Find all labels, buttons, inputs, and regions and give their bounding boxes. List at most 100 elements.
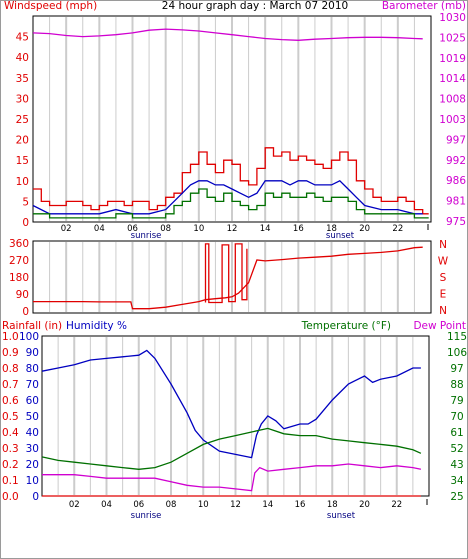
wind-barometer-panel: 24 hour graph day : March 07 2010 Windsp…	[4, 0, 466, 241]
humidity-tick-label: 60	[26, 395, 39, 407]
chart-title: 24 hour graph day : March 07 2010	[162, 0, 348, 12]
wind-x-ticks: 02 04 06 08 10 12 14 16 18 20 22	[61, 224, 429, 234]
temperature-axis-label: Temperature (°F)	[301, 320, 391, 332]
direction-degree-label: 180	[9, 272, 29, 284]
rainfall-tick-label: 0.6	[2, 395, 19, 407]
wind-hour-label: 12	[227, 224, 238, 234]
rainfall-tick-label: 0.4	[2, 427, 19, 439]
temperature-tick-label: 88	[450, 379, 463, 391]
temperature-hour-label: 16	[295, 500, 306, 510]
wind-hour-label: 22	[392, 224, 403, 234]
temperature-hour-label: 02	[69, 500, 80, 510]
rainfall-tick-label: 0.0	[2, 491, 19, 503]
barometer-right-ticks: 975 981 986 992 997 1003 1008 1014 1019 1025 1030	[439, 12, 466, 228]
temperature-hour-label: 10	[198, 500, 209, 510]
windspeed-tick-label: 10	[16, 176, 29, 188]
temperature-hour-label: 20	[359, 500, 370, 510]
direction-degree-label: 90	[16, 289, 29, 301]
rainfall-tick-label: 0.8	[2, 363, 19, 375]
series-line-dew-point	[42, 463, 422, 492]
barometer-tick-label: 1014	[439, 73, 466, 85]
dewpoint-axis-label: Dew Point	[413, 320, 466, 332]
wind-hour-label: 04	[94, 224, 105, 234]
sunrise-label-bottom: sunrise	[131, 511, 162, 521]
temperature-humidity-panel: Rainfall (in) Humidity % Temperature (°F…	[2, 320, 467, 521]
temperature-hour-label: 12	[230, 500, 241, 510]
windspeed-tick-label: 30	[16, 93, 29, 105]
wind-grid	[49, 17, 415, 221]
barometer-tick-label: 1008	[439, 94, 466, 106]
wind-left-ticks: 0 5 10 15 20 25 30 35 40 45	[16, 32, 29, 229]
temperature-hour-label: 18	[327, 500, 338, 510]
sunset-label-bottom: sunset	[327, 511, 356, 521]
direction-degree-label: 360	[9, 238, 29, 250]
humidity-tick-label: 10	[26, 475, 39, 487]
rainfall-tick-label: 1.0	[2, 331, 19, 343]
windspeed-tick-label: 25	[16, 114, 29, 126]
barometer-tick-label: 997	[446, 134, 466, 146]
series-line-wind-direction-spikes	[204, 243, 248, 304]
windspeed-tick-label: 20	[16, 135, 29, 147]
humidity-ticks: 0 10 20 30 40 50 60 70 80 90 100	[19, 331, 39, 503]
wind-series	[32, 28, 429, 219]
series-line-temperature	[41, 427, 422, 470]
temperature-ticks: 25 34 43 52 61 70 79 88 97 106 115	[447, 331, 467, 503]
temperature-tick-label: 106	[447, 347, 467, 359]
humidity-tick-label: 50	[26, 411, 39, 423]
barometer-tick-label: 1025	[439, 32, 466, 44]
temperature-tick-label: 61	[450, 427, 463, 439]
humidity-axis-label: Humidity %	[66, 320, 127, 332]
temperature-hour-label: 04	[101, 500, 112, 510]
compass-point-label: W	[438, 256, 449, 268]
windspeed-tick-label: 5	[22, 196, 29, 208]
sunrise-label: sunrise	[131, 231, 162, 241]
wind-hour-label: 08	[160, 224, 171, 234]
temperature-tick-label: 97	[450, 363, 463, 375]
rainfall-tick-label: 0.3	[2, 443, 19, 455]
barometer-tick-label: 1003	[439, 114, 466, 126]
rainfall-tick-label: 0.1	[2, 475, 19, 487]
series-line-wind-gust	[33, 147, 429, 215]
wind-hour-label: 20	[359, 224, 370, 234]
wind-hour-label: 02	[61, 224, 72, 234]
windspeed-tick-label: 45	[16, 32, 29, 44]
temperature-hour-label: 14	[262, 500, 273, 510]
temperature-series	[41, 349, 422, 497]
temperature-grid	[57, 337, 414, 495]
temperature-tick-label: 70	[450, 411, 463, 423]
barometer-axis-label: Barometer (mb)	[382, 0, 466, 12]
rainfall-tick-label: 0.2	[2, 459, 19, 471]
compass-point-label: S	[440, 272, 447, 284]
rainfall-axis-label: Rainfall (in)	[2, 320, 62, 332]
temperature-tick-label: 52	[450, 443, 463, 455]
temperature-x-ticks: 02 04 06 08 10 12 14 16 18 20 22	[69, 499, 428, 510]
humidity-tick-label: 80	[26, 363, 39, 375]
humidity-tick-label: 40	[26, 427, 39, 439]
compass-point-label: E	[440, 289, 447, 301]
windspeed-tick-label: 40	[16, 52, 29, 64]
wind-hour-label: 18	[326, 224, 337, 234]
direction-grid	[49, 242, 415, 312]
humidity-tick-label: 100	[19, 331, 39, 343]
series-line-wind-speed	[33, 188, 429, 219]
direction-degree-label: 270	[9, 255, 29, 267]
direction-degree-ticks: 0 90 180 270 360	[9, 238, 29, 318]
humidity-tick-label: 30	[26, 443, 39, 455]
windspeed-tick-label: 15	[16, 155, 29, 167]
wind-hour-label: 14	[260, 224, 271, 234]
humidity-tick-label: 90	[26, 347, 39, 359]
direction-degree-label: 0	[22, 306, 29, 318]
temperature-tick-label: 34	[450, 475, 464, 487]
barometer-tick-label: 1019	[439, 53, 466, 65]
temperature-tick-label: 115	[447, 331, 467, 343]
temperature-tick-label: 79	[450, 395, 463, 407]
windspeed-tick-label: 35	[16, 73, 29, 85]
barometer-tick-label: 1030	[439, 12, 466, 24]
wind-hour-label: 06	[127, 224, 138, 234]
sunset-label: sunset	[326, 231, 355, 241]
humidity-tick-label: 70	[26, 379, 39, 391]
temperature-hour-label: 06	[133, 500, 144, 510]
